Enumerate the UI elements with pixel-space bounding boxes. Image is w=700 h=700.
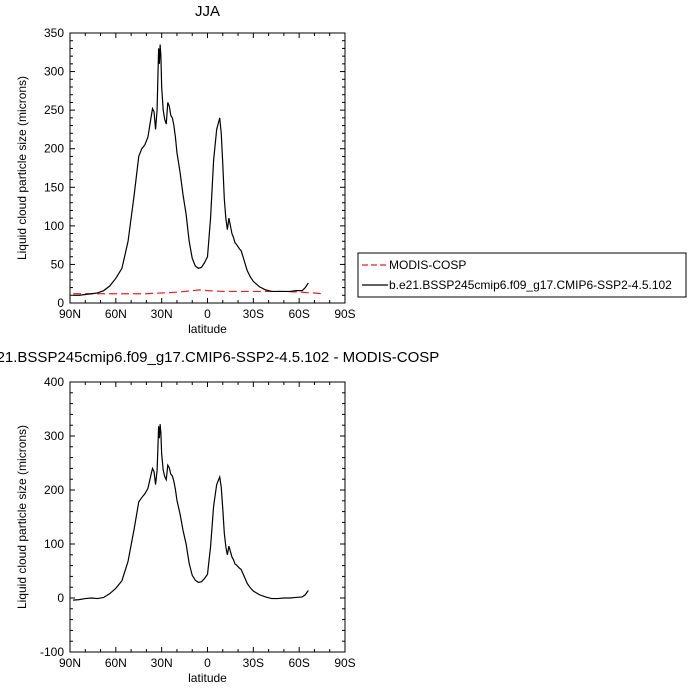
y-tick-label: 300	[44, 429, 64, 443]
x-tick-label: 60S	[288, 656, 309, 670]
y-tick-label: 100	[44, 537, 64, 551]
chart-title: b.e21.BSSP245cmip6.f09_g17.CMIP6-SSP2-4.…	[0, 349, 439, 366]
x-tick-label: 90N	[59, 656, 81, 670]
x-axis-label: latitude	[188, 671, 227, 685]
y-tick-label: 0	[57, 591, 64, 605]
y-tick-label: 200	[44, 142, 64, 156]
x-tick-label: 60N	[105, 656, 127, 670]
legend-label-0: MODIS-COSP	[389, 258, 466, 272]
x-tick-label: 90N	[59, 307, 81, 321]
y-tick-label: 100	[44, 219, 64, 233]
x-tick-label: 60S	[288, 307, 309, 321]
y-tick-label: 150	[44, 180, 64, 194]
x-tick-label: 0	[204, 656, 211, 670]
series-line-1	[73, 44, 309, 296]
x-tick-label: 90S	[334, 656, 355, 670]
y-tick-label: -100	[40, 645, 64, 659]
y-axis-label: Liquid cloud particle size (microns)	[15, 425, 29, 609]
plot-frame	[69, 381, 346, 653]
top-panel: JJA 90N 60N 30N 0 30S 60S 90S 0 50 100 150 200 250 300…	[15, 3, 687, 336]
y-tick-label: 250	[44, 103, 64, 117]
chart-title: JJA	[195, 3, 220, 20]
y-tick-label: 300	[44, 65, 64, 79]
x-axis-label: latitude	[188, 322, 227, 336]
x-tick-label: 60N	[105, 307, 127, 321]
plot-frame	[69, 32, 346, 304]
x-tick-label: 30N	[151, 656, 173, 670]
y-tick-label: 400	[44, 375, 64, 389]
x-tick-label: 0	[204, 307, 211, 321]
x-tick-label: 30N	[151, 307, 173, 321]
legend-box	[357, 252, 687, 298]
x-tick-label: 90S	[334, 307, 355, 321]
y-tick-label: 0	[57, 296, 64, 310]
y-axis-label: Liquid cloud particle size (microns)	[15, 76, 29, 260]
y-tick-label: 200	[44, 483, 64, 497]
series-line-0	[73, 424, 309, 601]
x-tick-label: 30S	[243, 307, 264, 321]
y-tick-label: 350	[44, 26, 64, 40]
bottom-panel: b.e21.BSSP245cmip6.f09_g17.CMIP6-SSP2-4.…	[0, 349, 439, 685]
legend-label-1: b.e21.BSSP245cmip6.f09_g17.CMIP6-SSP2-4.…	[389, 278, 672, 292]
y-tick-label: 50	[51, 257, 65, 271]
x-tick-label: 30S	[243, 656, 264, 670]
